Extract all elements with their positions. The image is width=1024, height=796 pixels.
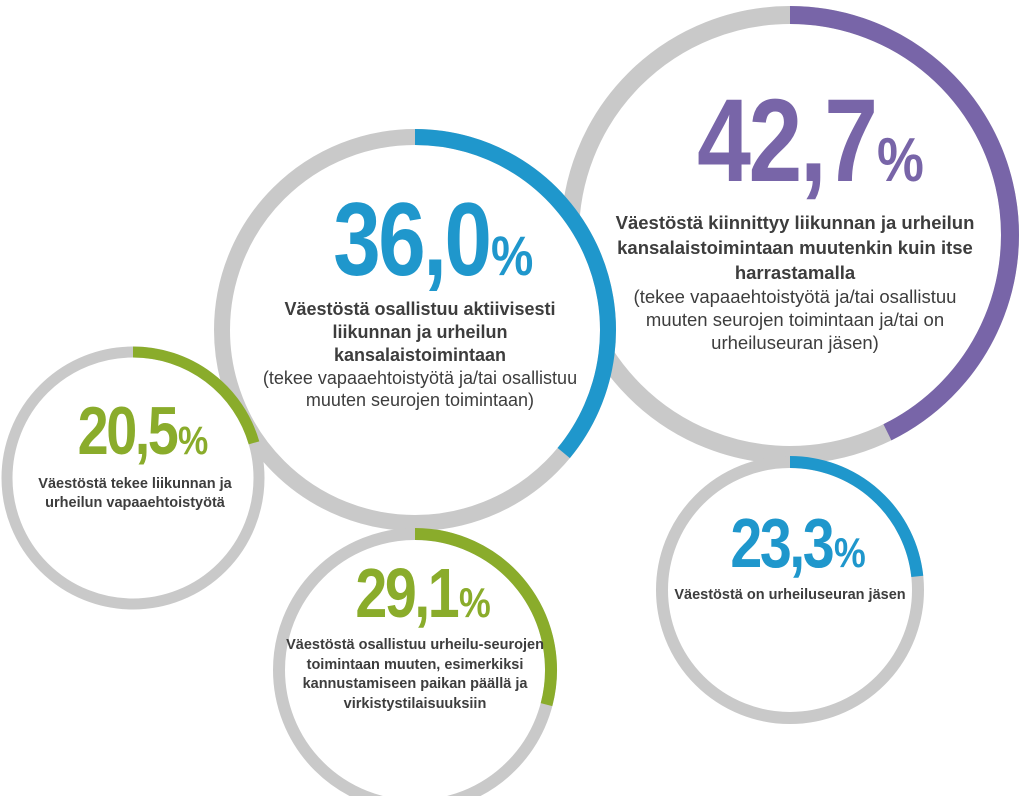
description-bold: Väestöstä on urheiluseuran jäsen bbox=[674, 587, 906, 603]
percent-sign: % bbox=[491, 224, 534, 287]
ring-42-7 bbox=[561, 6, 1019, 464]
ring-36-0 bbox=[214, 129, 616, 531]
ring-value-arc bbox=[132, 346, 260, 445]
ring-background bbox=[7, 352, 259, 604]
ring-23-3 bbox=[656, 456, 924, 724]
ring-value-arc bbox=[414, 528, 557, 707]
ring-background bbox=[570, 15, 1010, 455]
ring-29-1 bbox=[273, 528, 557, 796]
stat-label-29-1: 29,1% Väestöstä osallistuu urheilu-seuro… bbox=[285, 558, 545, 714]
percentage-value: 23,3% bbox=[665, 508, 915, 578]
ring-20-5 bbox=[1, 346, 265, 610]
stat-label-42-7: 42,7% Väestöstä kiinnittyy liikunnan ja … bbox=[615, 82, 975, 354]
percentage-value: 20,5% bbox=[20, 397, 250, 465]
percent-sign: % bbox=[178, 419, 209, 463]
ring-value-arc bbox=[789, 456, 924, 578]
ring-background bbox=[662, 462, 918, 718]
description-bold: Väestöstä osallistuu urheilu-seurojen to… bbox=[286, 637, 544, 712]
value-number: 23,3 bbox=[730, 504, 835, 582]
ring-background bbox=[279, 534, 551, 796]
percent-sign: % bbox=[877, 126, 925, 195]
percentage-value: 42,7% bbox=[615, 82, 975, 200]
value-number: 20,5 bbox=[77, 393, 179, 469]
percentage-value: 29,1% bbox=[285, 558, 545, 628]
ring-value-arc bbox=[789, 6, 1019, 441]
value-number: 42,7 bbox=[696, 75, 878, 207]
description-detail: (tekee vapaaehtoistyötä ja/tai osallistu… bbox=[262, 368, 578, 410]
ring-background bbox=[222, 137, 608, 523]
value-number: 29,1 bbox=[355, 554, 460, 632]
description-bold: Väestöstä kiinnittyy liikunnan ja urheil… bbox=[615, 212, 975, 283]
stat-label-36-0: 36,0% Väestöstä osallistuu aktiivisesti … bbox=[255, 188, 585, 411]
ring-value-arc bbox=[414, 129, 616, 459]
description-bold: Väestöstä osallistuu aktiivisesti liikun… bbox=[284, 299, 556, 365]
stat-label-23-3: 23,3% Väestöstä on urheiluseuran jäsen bbox=[665, 508, 915, 605]
stat-label-20-5: 20,5% Väestöstä tekee liikunnan ja urhei… bbox=[20, 397, 250, 513]
percent-sign: % bbox=[834, 529, 867, 576]
percentage-value: 36,0% bbox=[255, 188, 585, 292]
description-bold: Väestöstä tekee liikunnan ja urheilun va… bbox=[38, 476, 232, 511]
value-number: 36,0 bbox=[333, 182, 492, 298]
percent-sign: % bbox=[459, 579, 492, 626]
description-detail: (tekee vapaaehtoistyötä ja/tai osallistu… bbox=[633, 286, 957, 353]
